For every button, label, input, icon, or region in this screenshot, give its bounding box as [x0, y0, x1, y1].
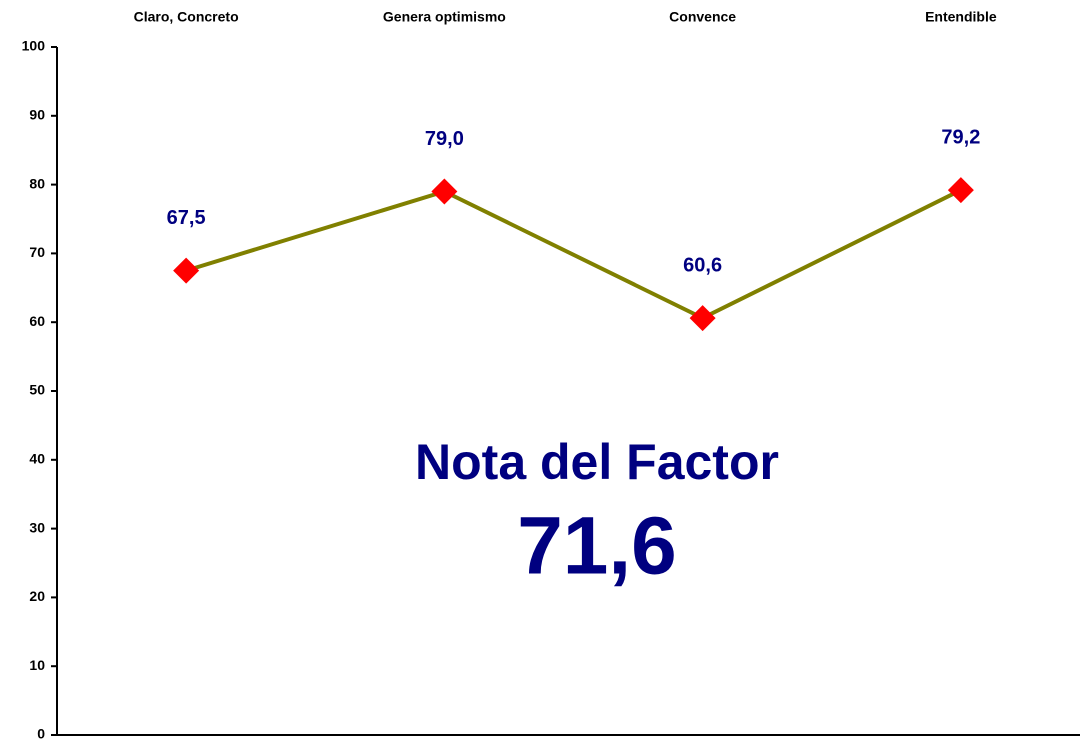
x-tick-label: Convence	[669, 9, 736, 25]
annotation-value: 71,6	[517, 501, 677, 592]
annotation: Nota del Factor	[415, 434, 779, 490]
x-tick-label: Entendible	[925, 9, 997, 25]
y-tick-label: 30	[29, 519, 45, 535]
marker	[689, 305, 716, 332]
x-tick-label: Claro, Concreto	[134, 9, 239, 25]
value-label: 79,0	[425, 128, 464, 150]
marker	[173, 257, 200, 284]
value-label: 67,5	[167, 207, 206, 229]
y-tick-label: 60	[29, 313, 45, 329]
line	[185, 188, 962, 321]
marker	[431, 178, 458, 205]
y-tick-label: 10	[29, 657, 45, 673]
value-label: 60,6	[683, 254, 722, 276]
y-tick-label: 100	[22, 38, 46, 54]
y-tick-label: 20	[29, 588, 45, 604]
marker	[947, 177, 974, 204]
y-tick-label: 50	[29, 382, 45, 398]
y-tick-label: 80	[29, 175, 45, 191]
y-tick-label: 90	[29, 107, 45, 123]
y-tick-label: 70	[29, 244, 45, 260]
x-tick-label: Genera optimismo	[383, 9, 506, 25]
value-label: 79,2	[941, 126, 980, 148]
y-tick-label: 40	[29, 451, 45, 467]
y-tick-label: 0	[37, 726, 45, 742]
